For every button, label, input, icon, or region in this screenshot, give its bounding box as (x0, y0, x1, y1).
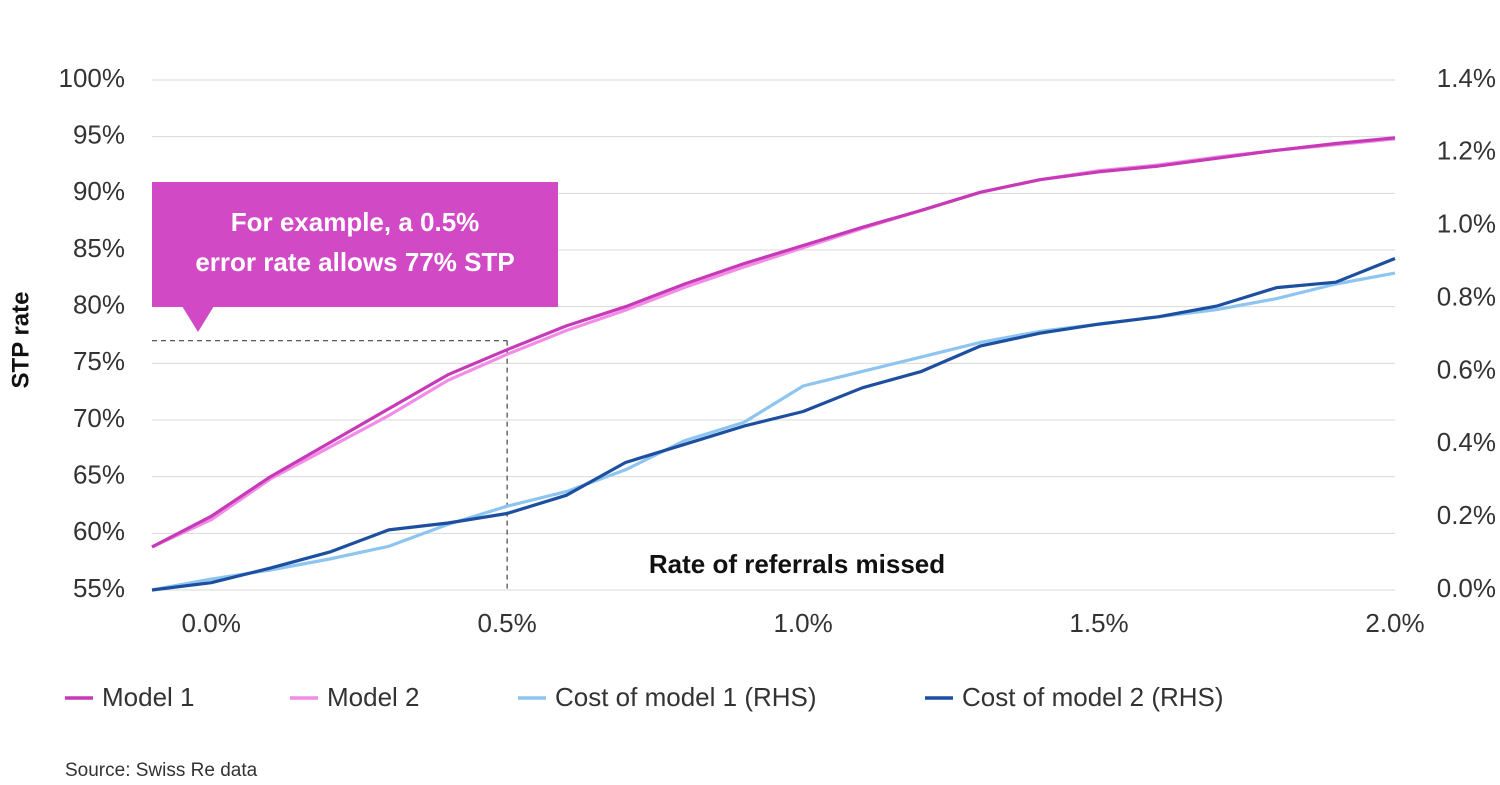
x-tick-label: 2.0% (1365, 608, 1424, 638)
y-tick-label: 70% (73, 403, 125, 433)
annotation-box (152, 182, 558, 307)
y2-tick-label: 0.8% (1437, 281, 1496, 311)
x-tick-label: 1.5% (1069, 608, 1128, 638)
legend-label: Model 1 (102, 682, 195, 712)
y-tick-label: 60% (73, 516, 125, 546)
legend-label: Cost of model 2 (RHS) (962, 682, 1224, 712)
y-tick-label: 85% (73, 233, 125, 263)
x-tick-label: 0.5% (478, 608, 537, 638)
y-axis-title: STP rate (7, 292, 34, 389)
series-line (151, 271, 1396, 592)
y2-tick-label: 1.0% (1437, 209, 1496, 239)
grid (152, 79, 1395, 591)
series-line (151, 136, 1396, 549)
y2-tick-label: 0.0% (1437, 573, 1496, 603)
y2-tick-label: 0.6% (1437, 354, 1496, 384)
y-tick-label: 80% (73, 290, 125, 320)
legend-label: Model 2 (327, 682, 420, 712)
y-tick-label: 100% (59, 63, 126, 93)
legend-label: Cost of model 1 (RHS) (555, 682, 817, 712)
y2-tick-label: 0.2% (1437, 500, 1496, 530)
y-tick-label: 90% (73, 176, 125, 206)
y-tick-label: 95% (73, 120, 125, 150)
y-tick-label: 65% (73, 460, 125, 490)
source-note: Source: Swiss Re data (65, 760, 258, 781)
y-tick-label: 75% (73, 346, 125, 376)
series-line (151, 257, 1396, 592)
x-tick-label: 0.0% (182, 608, 241, 638)
y2-tick-label: 1.2% (1437, 136, 1496, 166)
x-tick-label: 1.0% (773, 608, 832, 638)
x-axis-title: Rate of referrals missed (649, 549, 945, 579)
annotation-text: error rate allows 77% STP (195, 247, 514, 277)
y-tick-label: 55% (73, 573, 125, 603)
y2-tick-label: 0.4% (1437, 427, 1496, 457)
annotation-pointer (182, 306, 214, 332)
annotation-text: For example, a 0.5% (231, 207, 480, 237)
y2-tick-label: 1.4% (1437, 63, 1496, 93)
